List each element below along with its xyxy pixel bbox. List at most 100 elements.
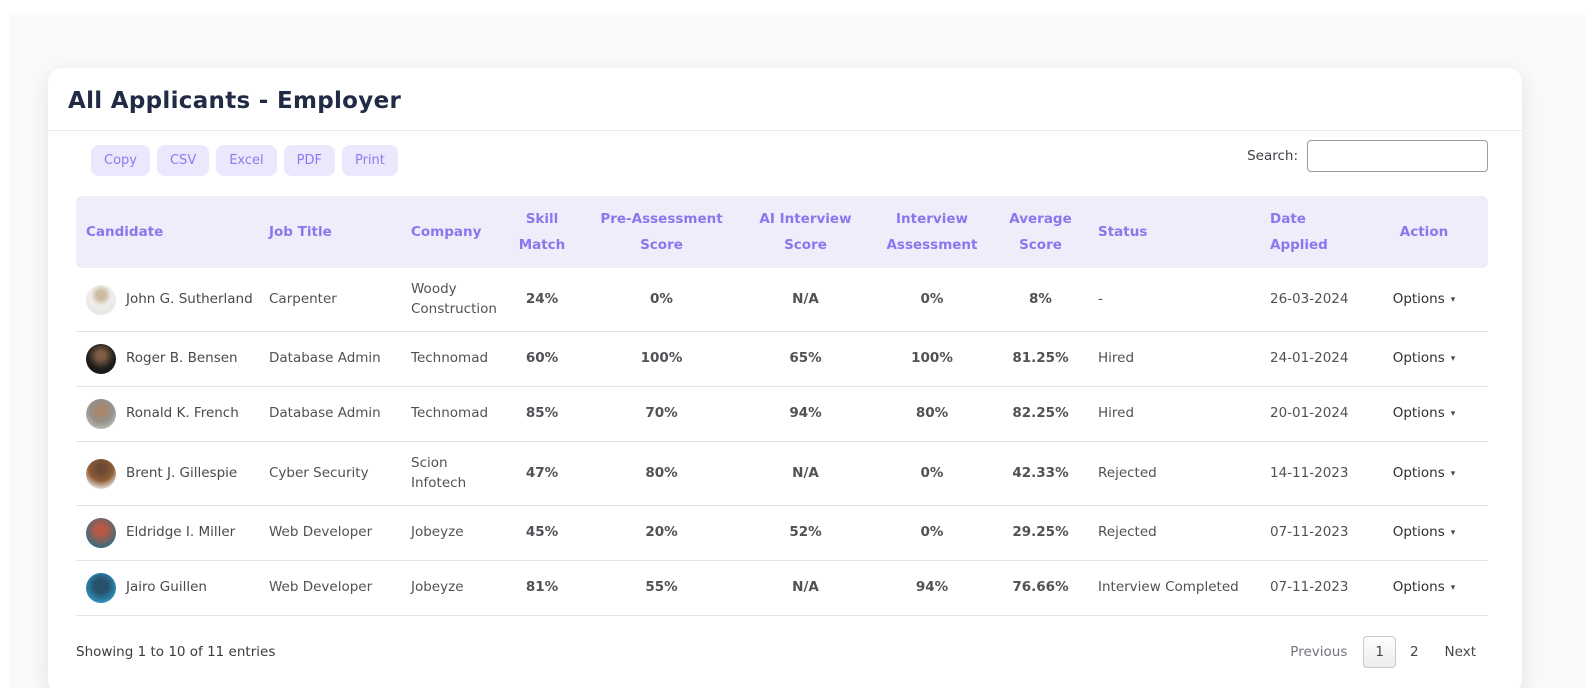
skill-match-cell: 47%: [501, 442, 583, 507]
next-page-button[interactable]: Next: [1444, 644, 1476, 661]
all-applicants-card: All Applicants - Employer Copy CSV Excel PD…: [48, 68, 1522, 688]
previous-page-button[interactable]: Previous: [1290, 644, 1348, 661]
export-excel-button[interactable]: Excel: [216, 145, 277, 176]
card-header: All Applicants - Employer: [48, 68, 1522, 131]
job-title-cell: Database Admin: [259, 387, 401, 443]
ai-interview-score-cell: N/A: [740, 268, 871, 333]
options-label: Options: [1392, 290, 1445, 307]
export-buttons: Copy CSV Excel PDF Print: [76, 145, 398, 176]
table-row: Ronald K. French Database Admin Technomad 8…: [76, 387, 1488, 443]
status-cell: Hired: [1088, 387, 1260, 443]
company-cell: Jobeyze: [401, 506, 501, 562]
options-label: Options: [1392, 524, 1445, 541]
page-title: All Applicants - Employer: [68, 88, 402, 114]
search-input[interactable]: [1307, 140, 1488, 172]
candidate-cell: Roger B. Bensen: [76, 332, 259, 388]
entries-info: Showing 1 to 10 of 11 entries: [76, 644, 276, 661]
interview-assessment-cell: 0%: [871, 442, 993, 507]
search-control: Search:: [1247, 140, 1488, 172]
skill-match-cell: 60%: [501, 332, 583, 388]
options-dropdown-button[interactable]: Options ▾: [1393, 291, 1456, 307]
page-button-2[interactable]: 2: [1409, 644, 1419, 661]
status-cell: -: [1088, 268, 1260, 333]
column-header-company[interactable]: Company: [401, 196, 501, 268]
card-body: Copy CSV Excel PDF Print Search: Candidate Jo…: [48, 131, 1522, 688]
column-header-skill-match[interactable]: Skill Match: [501, 196, 583, 268]
dropdown-caret-icon: ▾: [1450, 294, 1456, 305]
date-applied-cell: 26-03-2024: [1260, 268, 1360, 333]
table-body: John G. Sutherland Carpenter Woody Constru…: [76, 268, 1488, 617]
company-cell: Jobeyze: [401, 561, 501, 617]
dropdown-caret-icon: ▾: [1450, 354, 1456, 365]
action-cell: Options ▾: [1360, 387, 1488, 443]
average-score-cell: 81.25%: [993, 332, 1088, 388]
company-cell: Technomad: [401, 332, 501, 388]
export-csv-button[interactable]: CSV: [156, 145, 210, 176]
candidate-name: Jairo Guillen: [126, 579, 207, 596]
candidate-name: John G. Sutherland: [126, 290, 253, 307]
candidate-avatar: [86, 518, 116, 549]
table-row: Jairo Guillen Web Developer Jobeyze 81% 55% N…: [76, 561, 1488, 617]
date-applied-cell: 24-01-2024: [1260, 332, 1360, 388]
table-row: Brent J. Gillespie Cyber Security Scion In…: [76, 442, 1488, 507]
options-label: Options: [1392, 405, 1445, 422]
job-title-cell: Web Developer: [259, 561, 401, 617]
date-applied-cell: 14-11-2023: [1260, 442, 1360, 507]
job-title-cell: Web Developer: [259, 506, 401, 562]
column-header-status[interactable]: Status: [1088, 196, 1260, 268]
interview-assessment-cell: 100%: [871, 332, 993, 388]
export-copy-button[interactable]: Copy: [91, 145, 150, 176]
options-label: Options: [1392, 350, 1445, 367]
dropdown-caret-icon: ▾: [1450, 409, 1456, 420]
average-score-cell: 29.25%: [993, 506, 1088, 562]
candidate-cell: Brent J. Gillespie: [76, 442, 259, 507]
column-header-job-title[interactable]: Job Title: [259, 196, 401, 268]
column-header-action[interactable]: Action: [1360, 196, 1488, 268]
column-header-candidate[interactable]: Candidate: [76, 196, 259, 268]
interview-assessment-cell: 94%: [871, 561, 993, 617]
average-score-cell: 42.33%: [993, 442, 1088, 507]
column-header-interview-assessment[interactable]: Interview Assessment: [871, 196, 993, 268]
company-cell: Technomad: [401, 387, 501, 443]
candidate-avatar: [86, 344, 116, 375]
skill-match-cell: 24%: [501, 268, 583, 333]
candidate-cell: Ronald K. French: [76, 387, 259, 443]
pagination: Previous 1 2 Next: [1278, 636, 1488, 669]
candidate-name: Roger B. Bensen: [126, 350, 238, 367]
options-dropdown-button[interactable]: Options ▾: [1393, 405, 1456, 421]
interview-assessment-cell: 0%: [871, 268, 993, 333]
column-header-pre-assessment-score[interactable]: Pre-Assessment Score: [583, 196, 740, 268]
export-print-button[interactable]: Print: [341, 145, 398, 176]
interview-assessment-cell: 0%: [871, 506, 993, 562]
candidate-avatar: [86, 458, 116, 489]
action-cell: Options ▾: [1360, 332, 1488, 388]
action-cell: Options ▾: [1360, 268, 1488, 333]
options-label: Options: [1392, 579, 1445, 596]
pre-assessment-score-cell: 20%: [583, 506, 740, 562]
column-header-ai-interview-score[interactable]: AI Interview Score: [740, 196, 871, 268]
candidate-avatar: [86, 399, 116, 430]
options-dropdown-button[interactable]: Options ▾: [1393, 465, 1456, 481]
export-pdf-button[interactable]: PDF: [283, 145, 335, 176]
ai-interview-score-cell: 52%: [740, 506, 871, 562]
table-footer: Showing 1 to 10 of 11 entries Previous 1…: [76, 636, 1488, 669]
options-dropdown-button[interactable]: Options ▾: [1393, 350, 1456, 366]
dropdown-caret-icon: ▾: [1450, 528, 1456, 539]
dropdown-caret-icon: ▾: [1450, 583, 1456, 594]
skill-match-cell: 81%: [501, 561, 583, 617]
column-header-average-score[interactable]: Average Score: [993, 196, 1088, 268]
column-header-date-applied[interactable]: Date Applied: [1260, 196, 1360, 268]
skill-match-cell: 85%: [501, 387, 583, 443]
options-label: Options: [1392, 464, 1445, 481]
table-row: Eldridge I. Miller Web Developer Jobeyze 45…: [76, 506, 1488, 562]
table-header-row: Candidate Job Title Company Skill Match Pre-…: [76, 196, 1488, 268]
search-label: Search:: [1247, 148, 1298, 164]
options-dropdown-button[interactable]: Options ▾: [1393, 524, 1456, 540]
status-cell: Hired: [1088, 332, 1260, 388]
job-title-cell: Database Admin: [259, 332, 401, 388]
date-applied-cell: 20-01-2024: [1260, 387, 1360, 443]
job-title-cell: Cyber Security: [259, 442, 401, 507]
pre-assessment-score-cell: 100%: [583, 332, 740, 388]
page-button-1[interactable]: 1: [1363, 636, 1396, 669]
options-dropdown-button[interactable]: Options ▾: [1393, 579, 1456, 595]
